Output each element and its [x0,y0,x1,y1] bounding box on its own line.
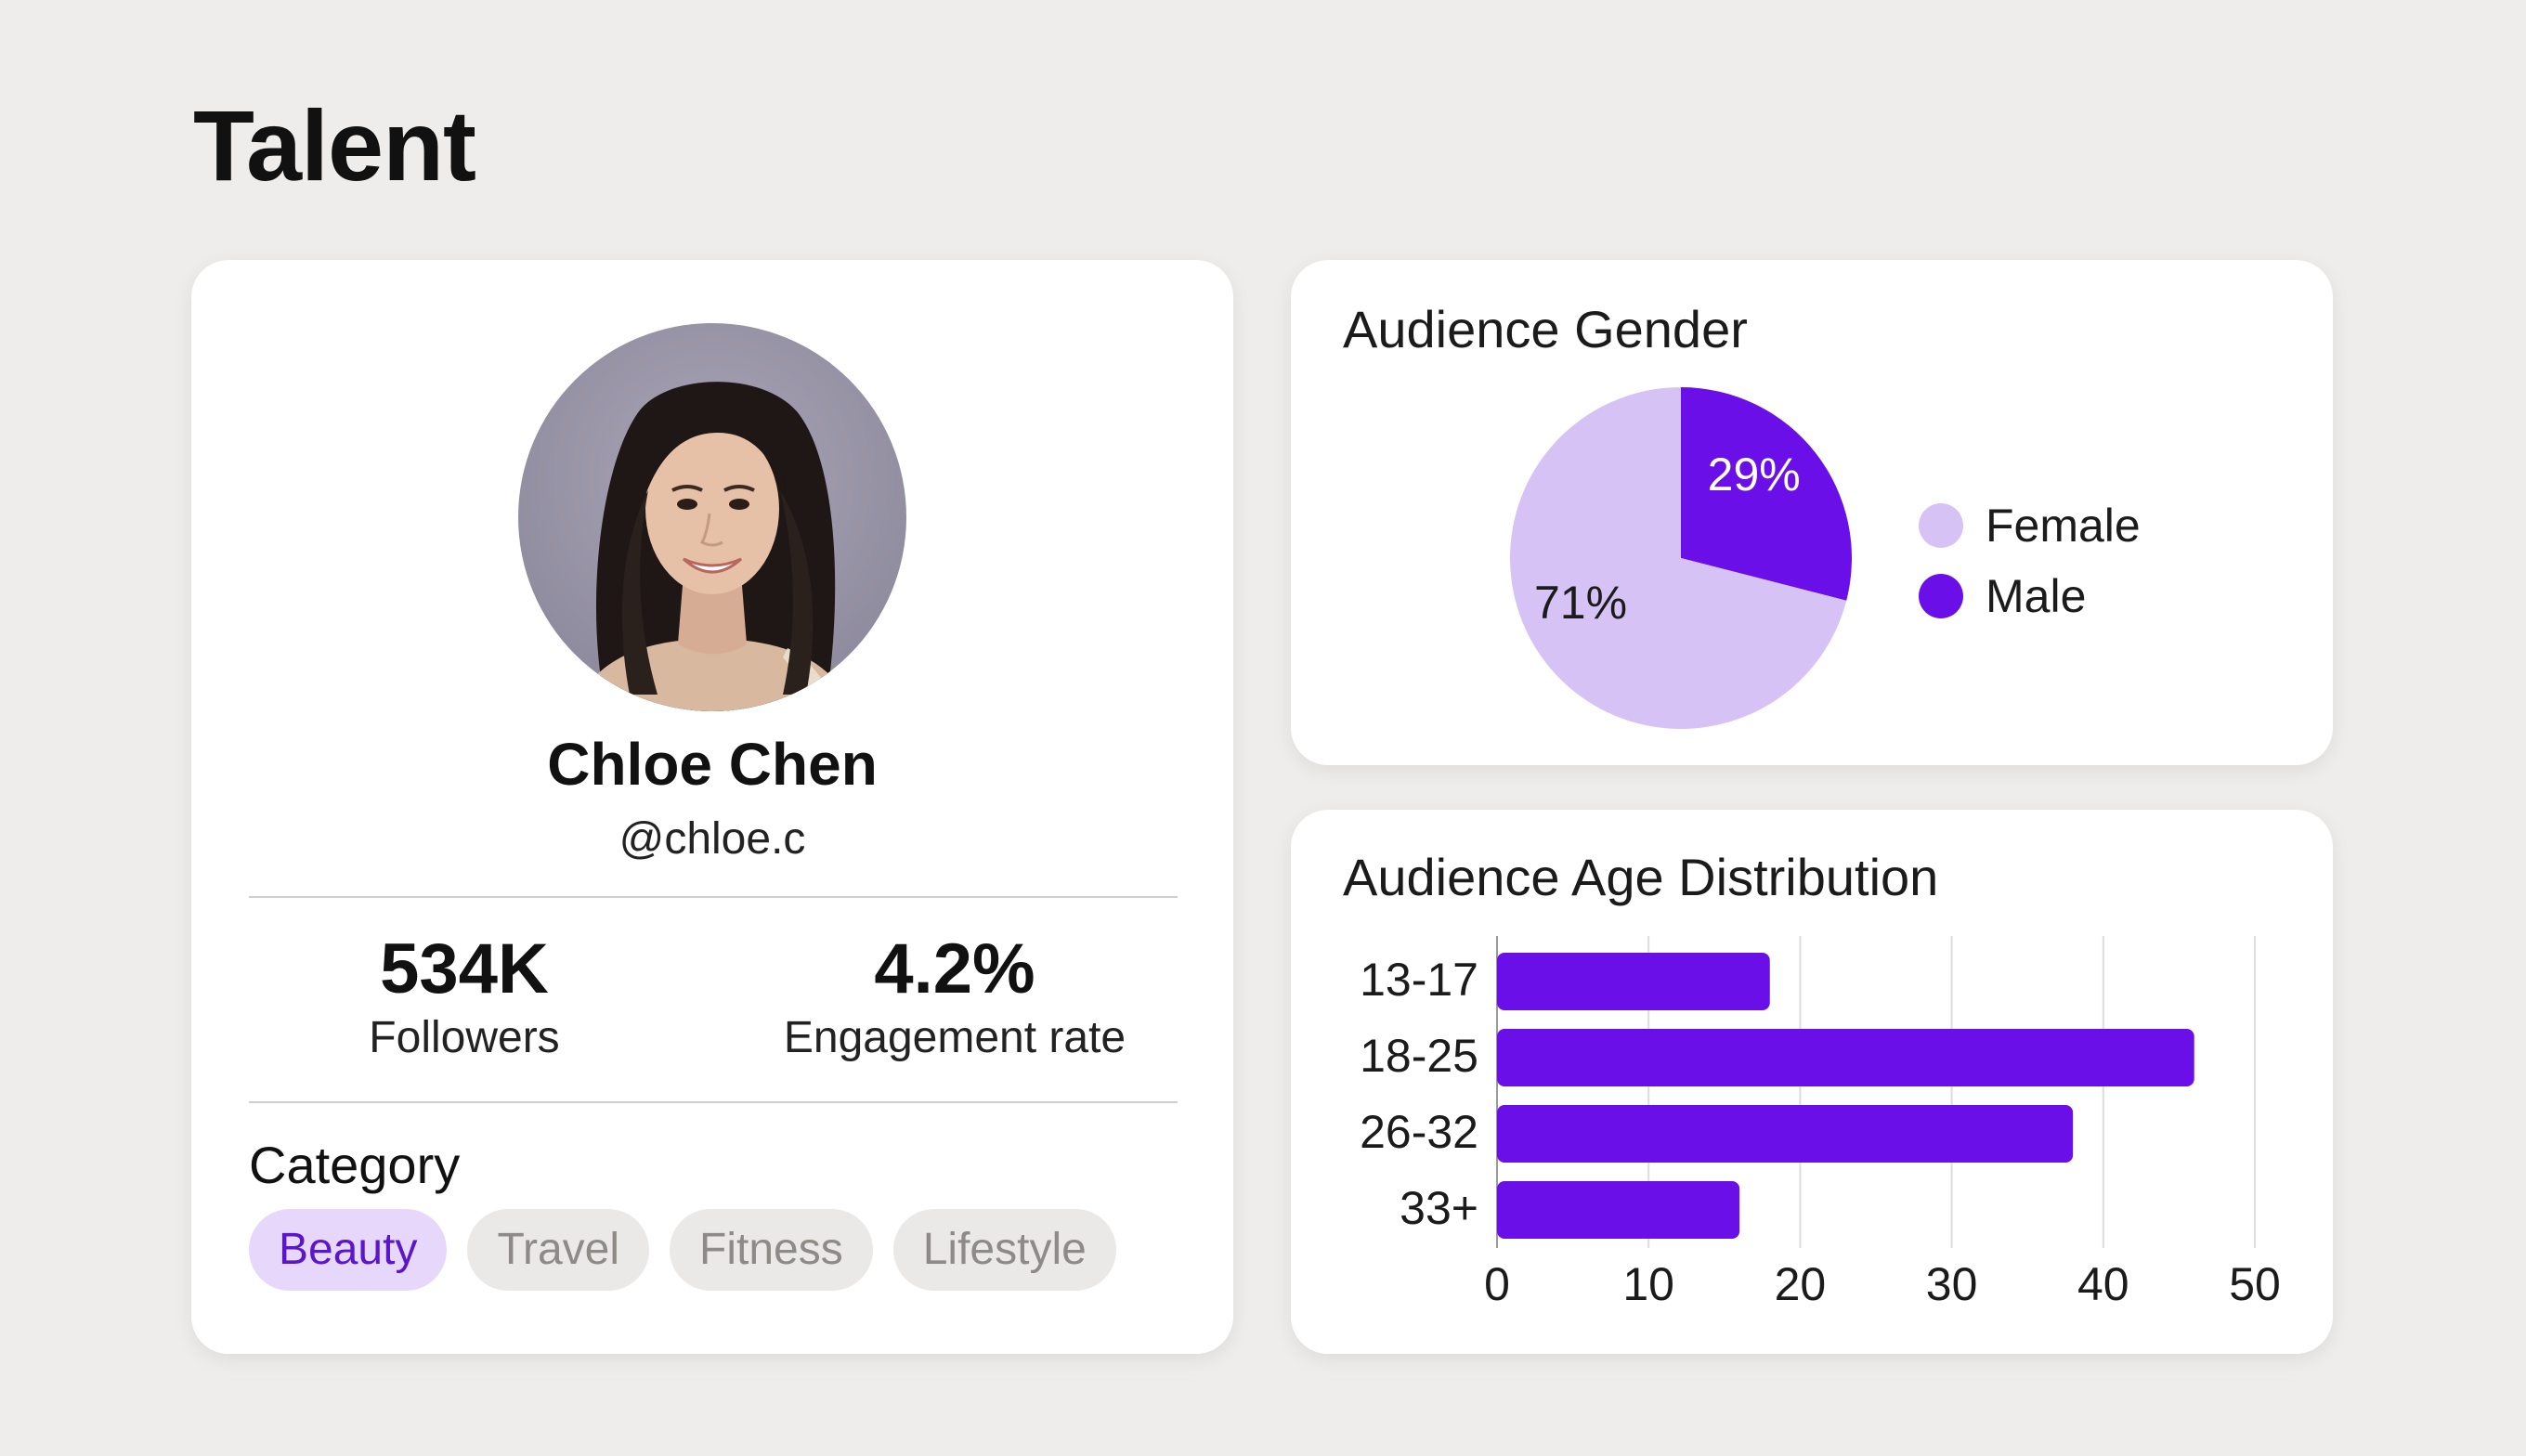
profile-card: Chloe Chen @chloe.c 534K Followers 4.2% … [191,260,1233,1354]
x-tick-label: 10 [1622,1258,1674,1310]
x-tick-label: 0 [1484,1258,1510,1310]
x-tick-label: 40 [2077,1258,2129,1310]
x-tick-label: 20 [1775,1258,1827,1310]
stat-value: 534K [380,930,549,1008]
gender-pie-chart: 29% 71% [1510,387,1852,729]
legend-swatch-female [1919,503,1963,548]
age-chart-title: Audience Age Distribution [1343,848,1939,906]
x-tick-label: 50 [2229,1258,2281,1310]
avatar-photo [518,323,906,711]
stat-label: Engagement rate [783,1013,1126,1063]
pie-slice-male [1681,387,1852,601]
talent-handle: @chloe.c [618,814,806,864]
category-chip-beauty[interactable]: Beauty [249,1209,448,1291]
audience-gender-card: Audience Gender 29% 71% Female Male [1291,260,2333,765]
legend-label: Male [1986,570,2087,622]
legend-item-male: Male [1919,561,2141,631]
bar-13-17 [1497,953,1770,1010]
bar-18-25 [1497,1029,2194,1086]
divider [249,896,1178,898]
age-bar-chart: 0 10 20 30 40 50 13-17 18-25 26-32 33+ [1360,936,2281,1310]
pie-label-male: 29% [1708,448,1801,500]
divider [249,1101,1178,1103]
y-category-label: 18-25 [1360,1030,1478,1082]
legend-item-female: Female [1919,490,2141,561]
page-title: Talent [193,89,476,202]
talent-name: Chloe Chen [547,731,878,798]
category-heading: Category [249,1136,461,1194]
x-tick-label: 30 [1926,1258,1978,1310]
pie-label-female: 71% [1534,577,1627,629]
category-chip-travel[interactable]: Travel [467,1209,650,1291]
legend-label: Female [1986,500,2141,552]
stat-value: 4.2% [874,930,1035,1008]
y-category-label: 33+ [1400,1182,1478,1234]
category-chips: Beauty Travel Fitness Lifestyle [249,1209,1116,1291]
stat-label: Followers [369,1013,560,1063]
y-category-label: 26-32 [1360,1106,1478,1158]
category-chip-lifestyle[interactable]: Lifestyle [892,1209,1116,1291]
category-chip-fitness[interactable]: Fitness [670,1209,873,1291]
bar-33+ [1497,1181,1740,1239]
gender-legend: Female Male [1919,490,2141,631]
audience-age-card: Audience Age Distribution 0 10 20 30 40 50 13-… [1291,810,2333,1354]
y-category-label: 13-17 [1360,954,1478,1006]
stat-engagement-rate: 4.2% Engagement rate [713,929,1196,1068]
legend-swatch-male [1919,574,1963,618]
avatar [518,323,906,711]
pie-slice-female [1510,387,1847,729]
bar-26-32 [1497,1105,2074,1163]
stat-followers: 534K Followers [223,929,706,1068]
gender-chart-title: Audience Gender [1343,300,1748,358]
